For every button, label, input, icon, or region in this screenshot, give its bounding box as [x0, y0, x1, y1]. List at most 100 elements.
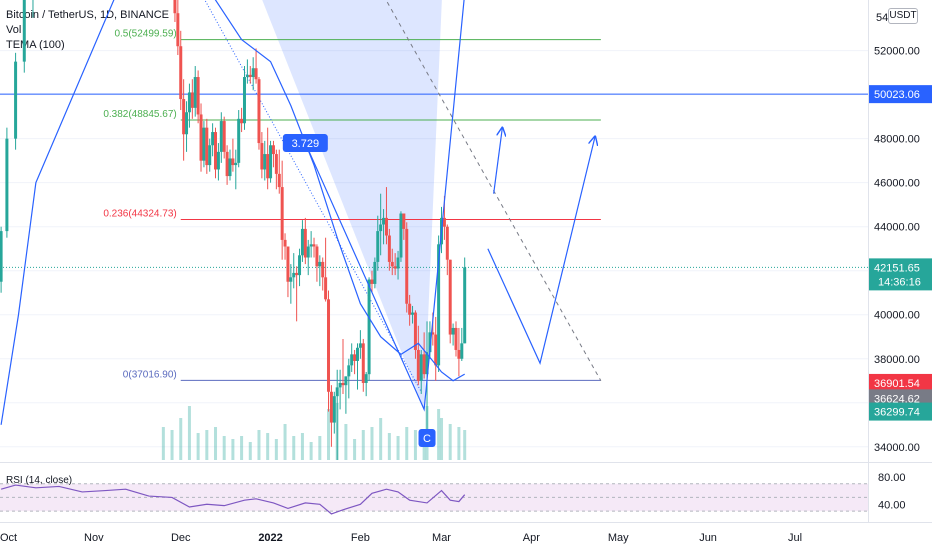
candle-body	[234, 162, 238, 166]
candle-body	[202, 127, 206, 161]
candle-body	[347, 365, 351, 377]
volume-bar	[283, 424, 287, 460]
dashed-trendline	[385, 0, 602, 382]
candle-body	[408, 303, 412, 315]
candle-body	[451, 327, 455, 335]
volume-bar	[353, 439, 357, 460]
volume-bar	[344, 424, 348, 460]
volume-bar	[196, 433, 200, 460]
annotation-text: 3.729	[292, 138, 320, 150]
price-pane: 0.5(52499.59) 0.382(48845.67) 0.236(44324.…	[0, 0, 868, 460]
price-axis: 52000.0050000.0048000.0046000.0044000.00…	[869, 12, 932, 454]
countdown-text: 14:36:16	[878, 276, 921, 288]
price-tick-label: 46000.00	[874, 178, 920, 190]
candle-body	[214, 132, 218, 170]
candle-body	[434, 334, 438, 366]
candle-body	[393, 266, 397, 269]
volume-bar	[463, 430, 467, 460]
candle-body	[329, 391, 333, 423]
candle-body	[437, 244, 441, 366]
volume-bar	[240, 436, 244, 460]
price-tick-label: 54	[876, 12, 888, 24]
candle-body	[269, 145, 273, 179]
annotation-box	[282, 134, 328, 153]
candle-body	[327, 299, 331, 392]
candle-body	[379, 224, 383, 232]
candle-body	[431, 332, 435, 335]
volume-bar	[379, 418, 383, 460]
candle-body	[387, 235, 391, 262]
volume-bar	[257, 430, 261, 460]
candle-body	[185, 112, 189, 135]
candle-body	[355, 347, 359, 361]
candle-body	[364, 374, 368, 383]
candle-body	[216, 151, 220, 170]
price-tag: 36901.54	[869, 373, 932, 392]
fib-retracement: 0.5(52499.59) 0.382(48845.67) 0.236(44324.…	[103, 29, 601, 381]
price-tick-label: 40000.00	[874, 310, 920, 322]
candle-body	[22, 0, 26, 62]
candle-body	[187, 92, 191, 113]
projection-arrow-2	[487, 136, 595, 365]
currency-button[interactable]: USDT	[888, 8, 918, 24]
volume-bar	[387, 433, 391, 460]
candle-body	[402, 213, 406, 229]
fib-level-label: 0(37016.90)	[123, 369, 177, 380]
candle-body	[14, 61, 18, 139]
candle-body	[324, 277, 328, 300]
volume-bar	[448, 424, 452, 460]
time-tick-label: Mar	[432, 532, 451, 544]
time-axis: Oct Nov Dec 2022 Feb Mar Apr May Jun Jul	[0, 532, 802, 544]
volume-bar	[179, 418, 183, 460]
candle-body	[289, 277, 293, 282]
candle-body	[419, 354, 423, 381]
candle-body	[376, 231, 380, 262]
candle-body	[245, 74, 249, 78]
fib-level-label: 0.236(44324.73)	[103, 209, 176, 220]
annotation-box	[418, 428, 436, 447]
candle-body	[350, 354, 354, 366]
candle-body	[271, 145, 275, 155]
volume-bar	[214, 427, 218, 460]
candle-body	[286, 246, 290, 282]
candle-body	[454, 327, 458, 350]
current-price-tag: 42151.65 14:36:16	[869, 258, 932, 291]
price-grid	[0, 50, 868, 448]
volume-bar	[309, 442, 313, 460]
volume-bar	[170, 430, 174, 460]
volume-bar	[327, 409, 331, 460]
time-tick-label: May	[608, 532, 629, 544]
candle-body	[211, 132, 215, 146]
candle-body	[306, 246, 310, 258]
candle-body	[5, 138, 9, 232]
candle-body	[315, 246, 319, 267]
rsi-line	[0, 484, 466, 515]
price-tag-text: 50023.06	[874, 89, 920, 101]
candle-body	[199, 114, 203, 161]
candle-body	[367, 279, 371, 375]
volume-bar	[396, 436, 400, 460]
fib-level-label: 0.382(48845.67)	[103, 109, 176, 120]
volume-bar	[292, 436, 296, 460]
dotted-trendline	[204, 0, 422, 393]
candle-body	[173, 0, 177, 14]
candle-body	[257, 79, 261, 144]
candle-body	[0, 231, 3, 282]
time-tick-label: Oct	[0, 532, 17, 544]
candle-body	[425, 352, 429, 375]
candle-body	[332, 396, 336, 423]
price-tag-text: 36901.54	[874, 378, 920, 390]
candle-body	[390, 261, 394, 267]
candle-body	[303, 228, 307, 258]
rsi-pane: RSI (14, close)	[0, 475, 868, 515]
volume-bar	[361, 430, 365, 460]
candle-body	[179, 46, 183, 100]
volume-bar	[300, 433, 304, 460]
candle-body	[237, 118, 241, 163]
projection-arrow-1	[493, 128, 503, 194]
volume-bar	[266, 433, 270, 460]
price-tag-text: 36624.62	[874, 393, 920, 405]
candle-body	[338, 382, 342, 388]
annotation-label: C	[418, 428, 436, 447]
